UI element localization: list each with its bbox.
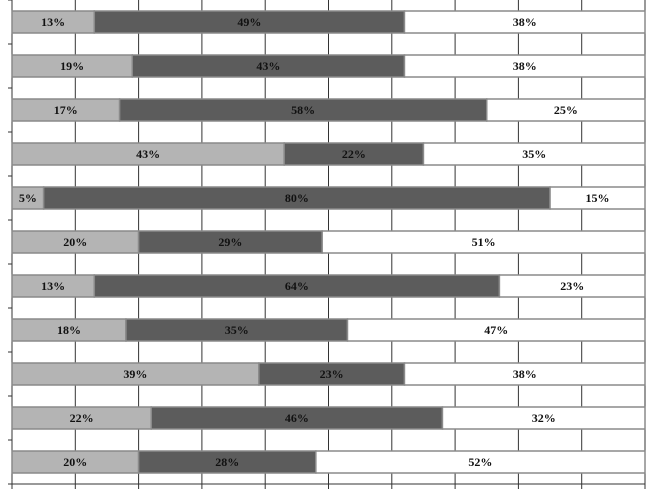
- data-label: 29%: [218, 235, 242, 249]
- bar-segment: [422, 142, 646, 166]
- data-label: 17%: [54, 103, 78, 117]
- data-label: 46%: [285, 411, 309, 425]
- data-label: 5%: [19, 191, 37, 205]
- bar-segment: [346, 318, 646, 342]
- bar-segment: [403, 54, 646, 78]
- data-label: 35%: [522, 147, 546, 161]
- data-label: 43%: [256, 59, 280, 73]
- bar-segment: [403, 362, 646, 386]
- data-label: 20%: [63, 455, 87, 469]
- bar-segment: [315, 450, 646, 474]
- data-label: 20%: [63, 235, 87, 249]
- bar-segment: [403, 10, 646, 34]
- data-label: 13%: [41, 15, 65, 29]
- bar-segment: [486, 98, 646, 122]
- data-label: 51%: [472, 235, 496, 249]
- data-label: 22%: [342, 147, 366, 161]
- data-label: 22%: [70, 411, 94, 425]
- bar-segment: [549, 186, 646, 210]
- data-label: 19%: [60, 59, 84, 73]
- data-label: 23%: [560, 279, 584, 293]
- data-label: 25%: [554, 103, 578, 117]
- data-label: 13%: [41, 279, 65, 293]
- data-label: 18%: [57, 323, 81, 337]
- data-label: 32%: [532, 411, 556, 425]
- data-label: 39%: [123, 367, 147, 381]
- data-label: 38%: [513, 15, 537, 29]
- data-label: 38%: [513, 59, 537, 73]
- data-label: 80%: [285, 191, 309, 205]
- data-label: 38%: [513, 367, 537, 381]
- bar-segment: [321, 230, 646, 254]
- data-label: 28%: [215, 455, 239, 469]
- data-label: 23%: [320, 367, 344, 381]
- data-label: 49%: [237, 15, 261, 29]
- bar-segment: [441, 406, 646, 430]
- data-label: 15%: [586, 191, 610, 205]
- data-label: 64%: [285, 279, 309, 293]
- data-label: 43%: [136, 147, 160, 161]
- data-label: 58%: [291, 103, 315, 117]
- data-label: 35%: [225, 323, 249, 337]
- data-label: 52%: [468, 455, 492, 469]
- data-label: 47%: [484, 323, 508, 337]
- bar-segment: [498, 274, 646, 298]
